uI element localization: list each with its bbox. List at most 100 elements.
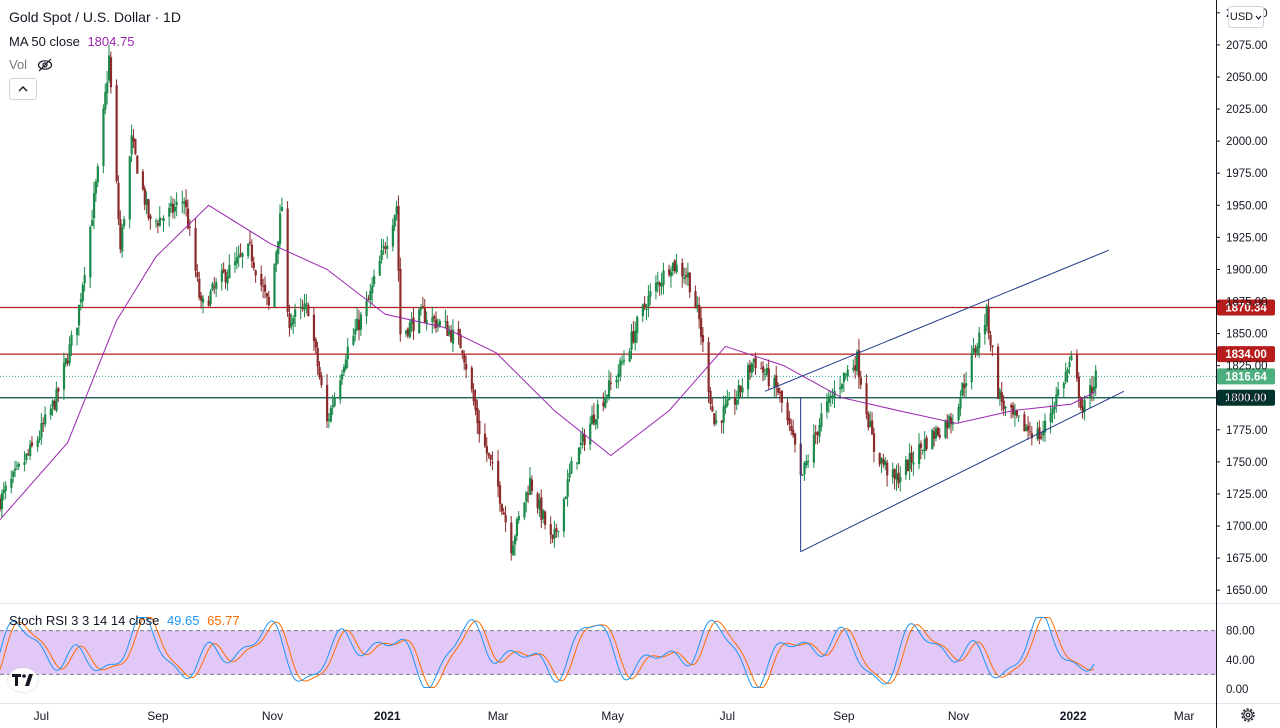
candle-body <box>2 489 5 493</box>
rsi-tick-label: 80.00 <box>1226 626 1255 638</box>
candle-body <box>10 478 13 488</box>
candle-body <box>391 225 395 247</box>
rsi-legend[interactable]: Stoch RSI 3 3 14 14 close 49.65 65.77 <box>9 613 244 628</box>
candle-body <box>406 328 410 336</box>
candle-body <box>162 217 165 222</box>
candle-body <box>478 420 481 435</box>
candle-body <box>57 388 60 392</box>
ma-label: MA 50 close <box>9 34 80 49</box>
candle-body <box>89 226 92 278</box>
rsi-d-value: 65.77 <box>207 613 240 628</box>
candle-body <box>369 290 372 300</box>
candle-body <box>14 468 17 471</box>
candle-body <box>79 299 83 303</box>
candle-body <box>476 407 479 424</box>
currency-selector[interactable]: USD <box>1228 6 1264 28</box>
level-price-label: 1800.00 <box>1225 393 1267 405</box>
candle-body <box>235 257 239 264</box>
price-tick-label: 1750.00 <box>1226 457 1268 469</box>
candle-body <box>987 306 990 334</box>
price-tick-label: 1850.00 <box>1226 329 1268 341</box>
candle-body <box>15 465 19 467</box>
candle-body <box>831 395 834 397</box>
candle-body <box>1030 433 1034 439</box>
candle-body <box>564 497 567 500</box>
candle-body <box>814 432 817 435</box>
candle-body <box>931 430 934 450</box>
candle-body <box>649 291 652 297</box>
candle-body <box>700 318 703 337</box>
price-tick-label: 1700.00 <box>1226 521 1268 533</box>
candle-body <box>899 477 902 483</box>
candle-body <box>279 213 282 244</box>
candle-body <box>275 251 278 265</box>
candle-body <box>222 269 225 273</box>
candle-body <box>544 511 547 525</box>
candle-body <box>435 319 438 328</box>
candle-body <box>1057 389 1060 396</box>
tradingview-logo-icon[interactable] <box>8 668 38 692</box>
candle-body <box>264 284 267 292</box>
candle-body <box>239 253 242 256</box>
eye-off-icon[interactable] <box>37 58 53 72</box>
candle-body <box>1094 370 1097 389</box>
candle-body <box>645 308 648 310</box>
candle-body <box>891 469 894 478</box>
candle-body <box>433 316 436 319</box>
candle-body <box>654 282 658 292</box>
candle-body <box>344 359 348 369</box>
candle-body <box>500 504 504 512</box>
candle-body <box>965 383 968 387</box>
candle-body <box>983 325 987 335</box>
candle-body <box>438 321 441 326</box>
candle-body <box>233 261 237 266</box>
price-tick-label: 1925.00 <box>1226 232 1268 244</box>
rsi-k-line <box>0 617 1095 688</box>
candle-body <box>121 227 124 252</box>
candle-body <box>596 404 599 419</box>
candle-body <box>660 282 663 287</box>
candle-body <box>1070 355 1073 361</box>
candle-body <box>339 380 342 400</box>
price-tick-label: 1825.00 <box>1226 361 1268 373</box>
collapse-legend-button[interactable] <box>9 78 37 100</box>
candle-body <box>250 244 254 262</box>
channel-lower-line <box>800 390 1125 553</box>
candle-body <box>27 453 30 455</box>
price-tick-label: 2050.00 <box>1226 72 1268 84</box>
candle-body <box>1062 383 1065 389</box>
candle-body <box>606 395 609 397</box>
candle-body <box>972 347 975 354</box>
candle-body <box>803 462 806 475</box>
candle-body <box>160 218 163 220</box>
candle-body <box>286 208 289 312</box>
candle-body <box>158 217 161 226</box>
candle-body <box>136 155 139 174</box>
candle-body <box>1023 414 1026 432</box>
candle-body <box>66 360 69 364</box>
candle-body <box>829 395 832 398</box>
candle-body <box>978 332 981 349</box>
rsi-label: Stoch RSI 3 3 14 14 close <box>9 613 160 628</box>
candle-body <box>134 139 137 154</box>
candle-body <box>867 413 870 428</box>
volume-legend[interactable]: Vol <box>9 57 53 72</box>
candle-body <box>715 420 718 424</box>
level-price-tag <box>1217 368 1275 385</box>
symbol-title[interactable]: Gold Spot / U.S. Dollar · 1D <box>9 9 185 25</box>
candle-body <box>895 473 898 480</box>
candle-body <box>352 335 355 345</box>
price-tick-label: 1875.00 <box>1226 297 1268 309</box>
candle-body <box>64 358 67 364</box>
candle-body <box>290 322 293 327</box>
candle-body <box>81 284 84 301</box>
gear-icon[interactable] <box>1239 706 1257 724</box>
candle-body <box>530 479 534 492</box>
candle-body <box>878 452 881 465</box>
candle-body <box>711 406 714 412</box>
candle-body <box>750 363 753 373</box>
candle-body <box>1053 407 1056 410</box>
ma-legend[interactable]: MA 50 close 1804.75 <box>9 34 138 49</box>
candle-body <box>228 264 231 278</box>
